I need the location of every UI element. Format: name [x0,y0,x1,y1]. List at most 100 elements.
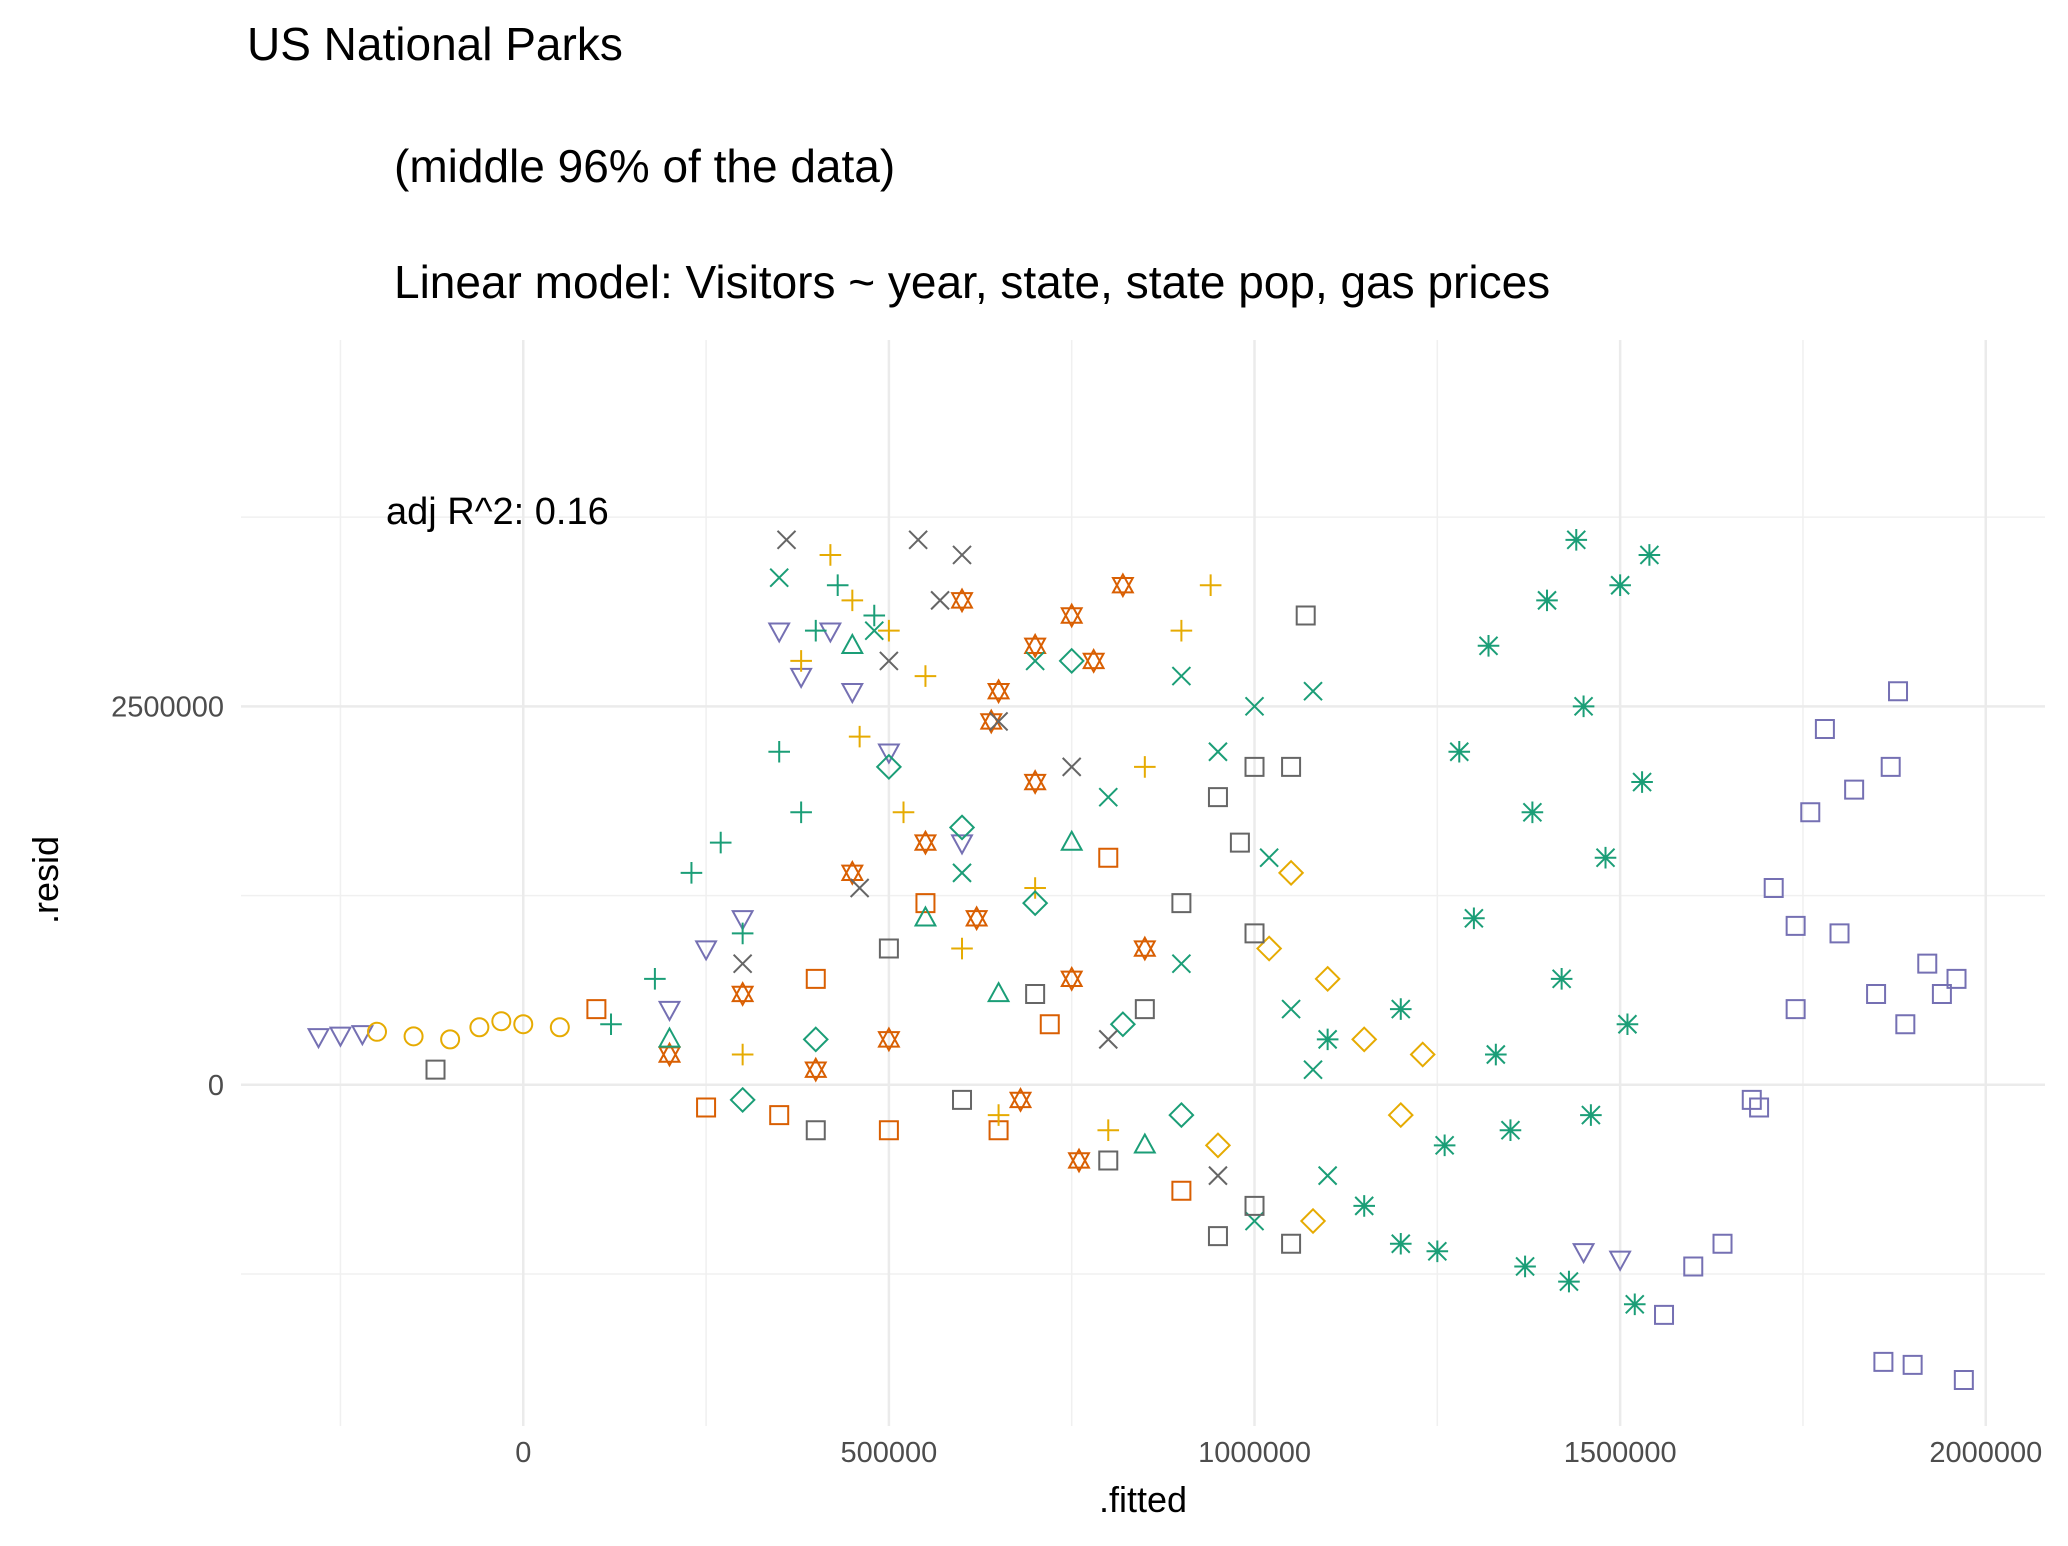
point [1351,1026,1378,1053]
point [1572,695,1595,718]
point [1800,802,1821,823]
point [731,922,754,945]
x-axis-title: .fitted [1099,1479,1187,1520]
point [1058,647,1085,675]
point [709,831,732,854]
point [1281,756,1302,777]
point [469,1017,490,1038]
point [1749,1097,1770,1118]
point [952,1089,973,1110]
point [1208,1165,1228,1186]
point [729,1086,756,1114]
point [1485,1043,1507,1066]
point [840,683,864,705]
point [306,1028,331,1050]
point [1558,1270,1580,1293]
point [1060,602,1084,629]
point [1170,619,1193,642]
point [913,829,938,856]
point [1880,756,1901,777]
chart-subtitle: Linear model: Visitors ~ year, state, st… [394,256,1550,308]
point [878,1120,899,1141]
point [1281,1233,1302,1254]
point [1902,1354,1923,1375]
point [1623,1293,1646,1316]
point [1608,1250,1632,1272]
point [805,968,826,989]
point [879,651,899,671]
point [1098,1150,1119,1171]
point [767,622,791,644]
x-tick-label: 1000000 [1198,1437,1311,1469]
point [1244,756,1265,777]
point [877,1026,901,1053]
point [1387,1101,1414,1129]
point [586,999,607,1020]
point [1917,953,1938,974]
point [1244,1195,1265,1216]
point [965,905,989,932]
point [986,678,1011,705]
point [328,1026,353,1048]
point [1109,1011,1137,1038]
point [952,545,972,565]
point [1571,1243,1596,1265]
point [805,1120,826,1141]
point [1025,983,1046,1004]
point [1025,651,1045,671]
point [1565,529,1588,551]
point [1295,605,1316,626]
chart-title: US National Parks [247,18,623,70]
point [1168,1101,1195,1129]
point [1229,832,1250,853]
point [600,1013,622,1036]
point [403,1026,424,1047]
y-axis-title: .resid [25,836,66,924]
point [913,905,938,927]
point [1303,1059,1323,1080]
point [826,574,849,597]
point [1873,1351,1894,1372]
point [731,910,755,932]
point [908,530,928,550]
point [1277,859,1305,886]
x-tick-label: 1500000 [1564,1437,1677,1469]
point [1098,787,1118,807]
point [841,589,864,612]
point [1111,572,1135,599]
point [1409,1041,1436,1068]
point [696,1097,717,1118]
point [1244,923,1265,944]
point [1550,968,1573,990]
point [1023,632,1047,659]
point [1609,574,1631,597]
point [818,622,842,644]
point [1061,757,1082,777]
point [440,1029,461,1050]
point [848,725,871,748]
point [1022,890,1049,917]
point [863,604,886,627]
point [878,619,900,642]
point [1204,1132,1232,1159]
point [790,650,812,672]
point [987,1104,1010,1126]
point [914,665,937,687]
point [1477,634,1500,657]
point [864,620,884,641]
points [306,529,1974,1390]
point [1281,999,1301,1019]
point [1133,935,1157,962]
point [1244,696,1265,717]
point [930,590,950,611]
point [1829,923,1850,944]
point [350,1025,374,1047]
point [1631,771,1653,793]
point [1514,1255,1536,1278]
point [950,587,974,614]
point [878,938,899,959]
y-tick-label: 2500000 [111,691,224,723]
point [1259,848,1279,868]
point [1741,1089,1762,1110]
